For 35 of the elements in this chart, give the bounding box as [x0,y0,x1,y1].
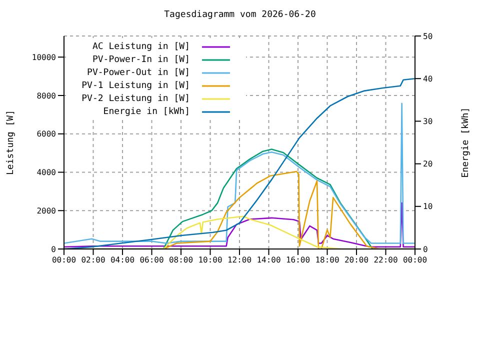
y-tick-label: 8000 [36,91,56,100]
x-tick-label: 08:00 [168,256,194,265]
y2-axis-title: Energie [kWh] [461,107,472,178]
x-tick-label: 22:00 [374,256,398,265]
x-tick-label: 02:00 [81,256,106,265]
y2-tick-label: 30 [423,117,433,126]
x-tick-label: 00:00 [52,256,76,265]
y2-tick-label: 20 [423,160,433,169]
x-tick-label: 18:00 [315,256,340,265]
chart-title: Tagesdiagramm vom 2026-06-20 [163,10,317,20]
legend-label: PV-Power-In in [W] [91,54,190,64]
y2-tick-label: 40 [423,74,433,84]
x-tick-label: 04:00 [110,256,135,265]
legend-label: Energie in [kWh] [102,106,190,116]
legend-label: PV-Power-Out in [W] [86,68,190,78]
y2-tick-label: 0 [423,244,428,254]
y-tick-label: 10000 [32,52,56,62]
x-tick-label: 16:00 [286,256,310,265]
line-series [64,102,415,244]
y2-tick-label: 10 [423,202,433,212]
y-tick-label: 0 [51,244,56,254]
y-tick-label: 4000 [36,168,56,178]
legend-label: PV-2 Leistung in [W] [80,94,190,104]
x-tick-label: 00:00 [402,256,428,265]
legend-label: AC Leistung in [W] [91,42,190,52]
y2-tick-label: 50 [423,32,433,41]
x-tick-label: 12:00 [227,256,252,265]
y-axis-title: Leistung [W] [6,110,16,176]
x-tick-label: 20:00 [344,256,369,265]
legend-label: PV-1 Leistung in [W] [80,80,190,90]
x-tick-label: 14:00 [256,256,281,265]
y-tick-label: 6000 [36,130,56,139]
y-tick-label: 2000 [36,206,56,216]
x-tick-label: 06:00 [140,256,164,265]
x-tick-label: 10:00 [198,256,222,265]
